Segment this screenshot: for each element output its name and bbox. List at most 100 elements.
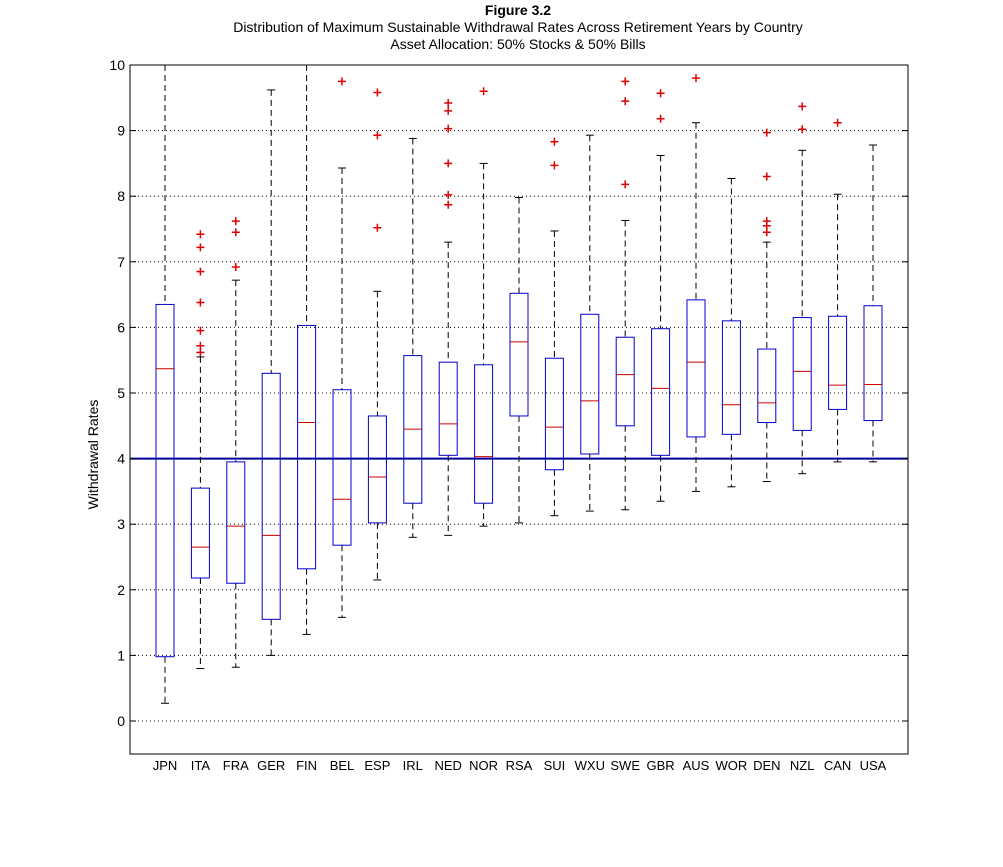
box-wor	[721, 177, 741, 488]
y-tick-label: 0	[117, 713, 125, 729]
box-iqr	[686, 299, 706, 438]
chart-subtitle-2: Asset Allocation: 50% Stocks & 50% Bills	[390, 36, 646, 52]
outlier-marker	[196, 341, 205, 350]
boxes-layer	[155, 65, 883, 704]
x-tick-label: NED	[434, 758, 461, 773]
x-tick-label: NOR	[469, 758, 498, 773]
outlier-marker	[621, 97, 630, 106]
box-usa	[863, 144, 883, 463]
y-tick-label: 2	[117, 582, 125, 598]
x-tick-label: SWE	[610, 758, 640, 773]
outlier-marker	[231, 228, 240, 237]
outlier-marker	[762, 128, 771, 137]
outlier-marker	[833, 118, 842, 127]
y-tick-label: 1	[117, 647, 125, 663]
box-rsa	[509, 197, 529, 524]
box-fra	[226, 217, 246, 668]
box-iqr	[863, 305, 883, 422]
outlier-marker	[196, 230, 205, 239]
x-tick-label: GER	[257, 758, 285, 773]
x-tick-label: SUI	[544, 758, 566, 773]
x-tick-label: GBR	[647, 758, 675, 773]
box-iqr	[474, 364, 494, 504]
box-esp	[367, 88, 387, 581]
outlier-marker	[444, 124, 453, 133]
box-iqr	[757, 348, 777, 424]
y-tick-label: 7	[117, 254, 125, 270]
box-iqr	[509, 292, 529, 417]
box-irl	[403, 137, 423, 538]
box-iqr	[615, 336, 635, 427]
outlier-marker	[621, 180, 630, 189]
outlier-marker	[692, 74, 700, 83]
box-iqr	[721, 320, 741, 435]
box-gbr	[651, 89, 671, 502]
outlier-marker	[196, 326, 205, 335]
box-iqr	[261, 372, 281, 620]
chart-title: Figure 3.2	[484, 2, 552, 18]
box-wxu	[580, 134, 600, 512]
box-iqr	[367, 415, 387, 524]
x-axis-ticks: JPN ITA FRA GER FIN BEL ESP IRL NED NOR RSA SUI WXU S…	[153, 758, 887, 773]
box-den	[757, 128, 777, 483]
x-tick-label: WXU	[575, 758, 605, 773]
y-axis-label: Withdrawal Rates	[85, 400, 101, 510]
outlier-marker	[479, 87, 488, 96]
x-tick-label: RSA	[506, 758, 533, 773]
outlier-marker	[196, 298, 205, 307]
chart-subtitle: Distribution of Maximum Sustainable With…	[233, 19, 803, 35]
box-iqr	[438, 361, 458, 456]
outlier-marker	[373, 88, 382, 97]
x-tick-label: WOR	[716, 758, 748, 773]
outlier-marker	[373, 223, 382, 232]
outlier-marker	[621, 77, 630, 86]
box-iqr	[332, 389, 352, 546]
box-bel	[332, 77, 352, 618]
box-jpn	[155, 65, 175, 704]
chart-title-block: Figure 3.2 Distribution of Maximum Susta…	[0, 2, 1003, 53]
outlier-marker	[338, 77, 346, 86]
x-tick-label: NZL	[790, 758, 815, 773]
box-swe	[615, 77, 635, 511]
box-iqr	[190, 487, 210, 579]
outlier-marker	[550, 137, 559, 146]
box-iqr	[792, 317, 812, 431]
outlier-marker	[444, 106, 453, 115]
y-tick-label: 6	[117, 319, 125, 335]
outlier-marker	[373, 131, 382, 140]
box-aus	[686, 74, 706, 492]
outlier-marker	[798, 125, 807, 134]
box-iqr	[155, 303, 175, 658]
box-iqr	[828, 315, 848, 410]
x-tick-label: AUS	[683, 758, 710, 773]
box-ger	[261, 89, 281, 656]
y-tick-label: 3	[117, 516, 125, 532]
y-axis-ticks: 0 1 2 3 4 5 6 7 8 9 10	[109, 57, 908, 729]
y-tick-label: 8	[117, 188, 125, 204]
box-ita	[190, 230, 210, 670]
box-fin	[297, 65, 317, 635]
box-can	[828, 118, 848, 463]
x-tick-label: CAN	[824, 758, 851, 773]
x-tick-label: FIN	[296, 758, 317, 773]
outlier-marker	[231, 263, 240, 272]
box-iqr	[226, 461, 246, 584]
x-tick-label: BEL	[330, 758, 355, 773]
outlier-marker	[231, 217, 240, 226]
outlier-marker	[444, 200, 453, 209]
outlier-marker	[798, 102, 807, 111]
box-iqr	[297, 324, 317, 570]
box-nor	[474, 87, 494, 527]
outlier-marker	[762, 172, 771, 181]
x-tick-label: ESP	[364, 758, 390, 773]
outlier-marker	[444, 190, 453, 199]
outlier-marker	[196, 243, 205, 252]
x-tick-label: DEN	[753, 758, 780, 773]
box-iqr	[651, 328, 671, 456]
box-iqr	[580, 313, 600, 455]
outlier-marker	[656, 114, 665, 123]
outlier-marker	[550, 161, 559, 170]
y-tick-label: 9	[117, 123, 125, 139]
x-tick-label: FRA	[223, 758, 249, 773]
